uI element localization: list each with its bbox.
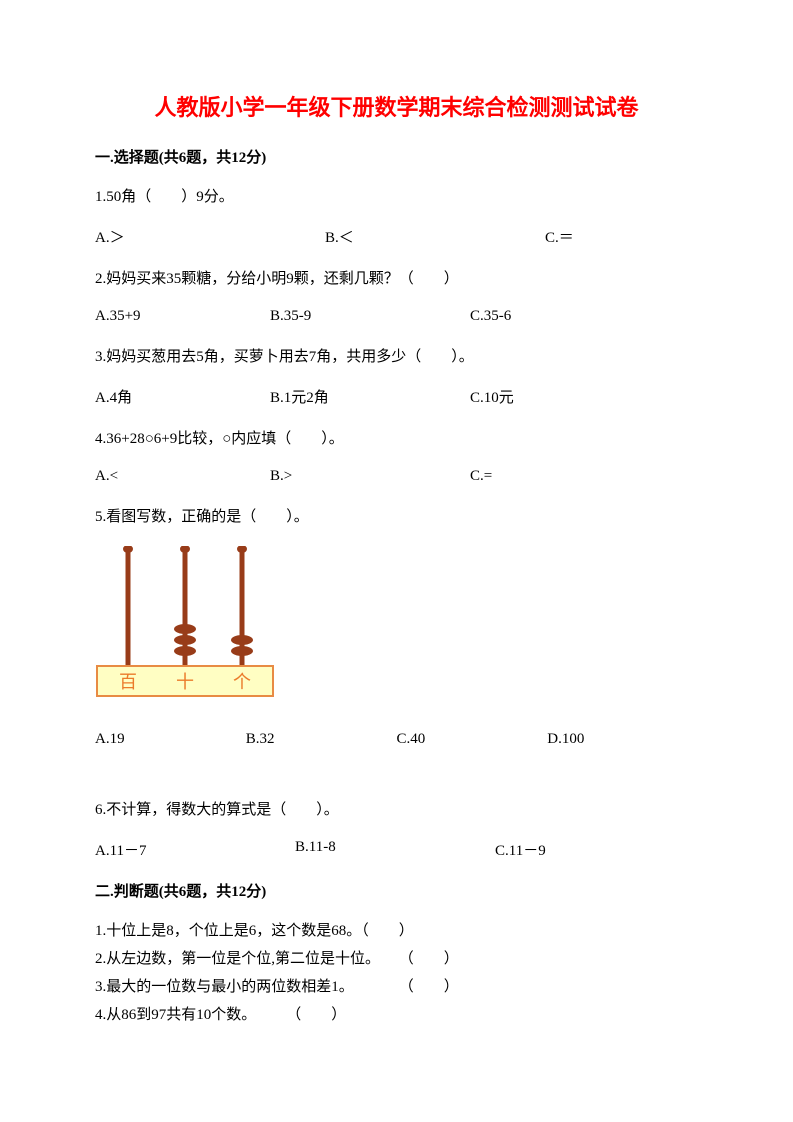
abacus-diagram: 百十个 <box>95 546 698 706</box>
q5-text: 5.看图写数，正确的是（ ）。 <box>95 505 698 526</box>
q5-optD: D.100 <box>547 731 698 748</box>
q5-optB: B.32 <box>246 731 397 748</box>
j3: 3.最大的一位数与最小的两位数相差1。 （ ） <box>95 975 698 999</box>
svg-text:十: 十 <box>176 672 194 692</box>
q3-text: 3.妈妈买葱用去5角，买萝卜用去7角，共用多少（ ）。 <box>95 345 698 366</box>
q1-optC: C.＝ <box>545 226 574 247</box>
q6-optA: A.11－7 <box>95 839 295 860</box>
q4-text: 4.36+28○6+9比较，○内应填（ ）。 <box>95 427 698 448</box>
q6-text: 6.不计算，得数大的算式是（ ）。 <box>95 798 698 819</box>
q2-optC: C.35-6 <box>470 308 670 325</box>
q2-optB: B.35-9 <box>270 308 470 325</box>
q6-optB: B.11-8 <box>295 839 495 860</box>
q3-optC: C.10元 <box>470 386 670 407</box>
section-1-header: 一.选择题(共6题，共12分) <box>95 146 698 167</box>
svg-text:百: 百 <box>119 672 137 692</box>
section-2-header: 二.判断题(共6题，共12分) <box>95 880 698 901</box>
j4: 4.从86到97共有10个数。 （ ） <box>95 1003 698 1027</box>
q3-optB: B.1元2角 <box>270 386 470 407</box>
q1-text: 1.50角（ ）9分。 <box>95 185 698 206</box>
j2: 2.从左边数，第一位是个位,第二位是十位。 （ ） <box>95 947 698 971</box>
q3-optA: A.4角 <box>95 386 270 407</box>
q2-text: 2.妈妈买来35颗糖，分给小明9颗，还剩几颗？（ ） <box>95 267 698 288</box>
abacus-svg: 百十个 <box>95 546 275 701</box>
q4-optA: A.< <box>95 468 270 485</box>
q4-optC: C.= <box>470 468 670 485</box>
q4-optB: B.> <box>270 468 470 485</box>
q2-optA: A.35+9 <box>95 308 270 325</box>
q5-optA: A.19 <box>95 731 246 748</box>
title-text: 人教版小学一年级下册数学期末综合检测测试试卷 <box>154 95 638 120</box>
q2-options: A.35+9 B.35-9 C.35-6 <box>95 308 698 325</box>
q5-optC: C.40 <box>397 731 548 748</box>
q5-options: A.19 B.32 C.40 D.100 <box>95 731 698 748</box>
svg-text:个: 个 <box>233 672 251 692</box>
q1-optA: A.＞ <box>95 226 325 247</box>
q6-options: A.11－7 B.11-8 C.11－9 <box>95 839 698 860</box>
q1-optB: B.＜ <box>325 226 545 247</box>
q3-options: A.4角 B.1元2角 C.10元 <box>95 386 698 407</box>
q1-options: A.＞ B.＜ C.＝ <box>95 226 698 247</box>
q6-optC: C.11－9 <box>495 839 695 860</box>
j1: 1.十位上是8，个位上是6，这个数是68。（ ） <box>95 919 698 943</box>
q4-options: A.< B.> C.= <box>95 468 698 485</box>
page-title: 人教版小学一年级下册数学期末综合检测测试试卷 <box>95 90 698 122</box>
